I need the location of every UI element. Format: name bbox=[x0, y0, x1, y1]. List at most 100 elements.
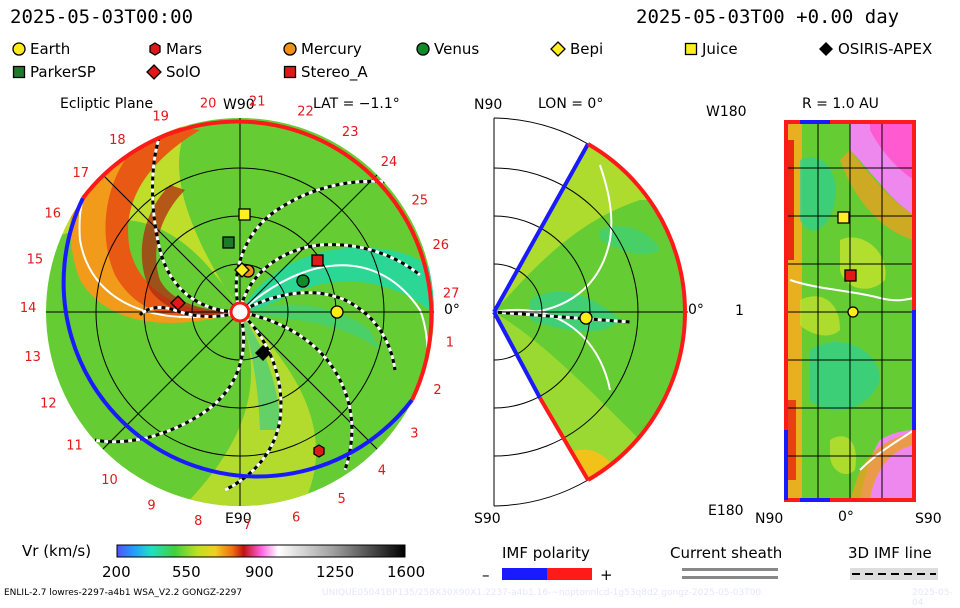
legend-label: Earth bbox=[30, 40, 71, 58]
carrington-label: 23 bbox=[342, 125, 359, 140]
earth-marker bbox=[330, 305, 344, 319]
bepi-marker-icon bbox=[550, 41, 566, 57]
carrington-label: 25 bbox=[412, 194, 429, 209]
legend-mercury: Mercury bbox=[283, 40, 362, 58]
parkersp-marker-icon bbox=[12, 65, 26, 79]
carrington-label: 4 bbox=[378, 464, 386, 479]
longitude-label: LON = 0° bbox=[538, 96, 604, 112]
carrington-label: 26 bbox=[433, 238, 450, 253]
legend-stereo-a: Stereo_A bbox=[283, 63, 368, 81]
model-time-left: 2025-05-03T00:00 bbox=[10, 6, 194, 28]
e180-label: E180 bbox=[708, 503, 744, 519]
imf-polarity-label: IMF polarity bbox=[502, 544, 590, 562]
stereo-a-marker bbox=[311, 254, 324, 267]
legend-label: SolO bbox=[166, 63, 201, 81]
imf-negative-bar bbox=[502, 568, 547, 580]
s90-label: S90 bbox=[474, 511, 501, 527]
model-time-right: 2025-05-03T00 +0.00 day bbox=[636, 6, 900, 28]
n90-label: N90 bbox=[474, 97, 503, 113]
legend-bepi: Bepi bbox=[550, 40, 603, 58]
carrington-label: 6 bbox=[292, 511, 300, 526]
legend-venus: Venus bbox=[416, 40, 479, 58]
current-sheath-sample-2 bbox=[682, 576, 778, 579]
carrington-label: 17 bbox=[73, 166, 90, 181]
carrington-label: 13 bbox=[24, 350, 41, 365]
venus-marker bbox=[296, 274, 310, 288]
ecliptic-plane-title: Ecliptic Plane bbox=[60, 96, 154, 112]
map-x-label-n90: N90 bbox=[755, 511, 784, 527]
legend-osiris-apex: OSIRIS-APEX bbox=[818, 40, 932, 58]
ecliptic-zero-label: 0° bbox=[444, 302, 460, 318]
meridional-earth-marker bbox=[579, 311, 593, 325]
bepi-marker bbox=[234, 262, 250, 278]
carrington-label: 11 bbox=[66, 439, 83, 454]
legend-parkersp: ParkerSP bbox=[12, 63, 96, 81]
juice-marker bbox=[238, 208, 251, 221]
carrington-label: 12 bbox=[40, 397, 57, 412]
carrington-label: 3 bbox=[410, 427, 418, 442]
colorbar-tick: 900 bbox=[245, 563, 274, 581]
colorbar-tick: 1600 bbox=[387, 563, 426, 581]
carrington-label: 5 bbox=[338, 492, 346, 507]
carrington-label: 27 bbox=[443, 286, 460, 301]
carrington-label: 16 bbox=[45, 207, 62, 222]
carrington-label: 9 bbox=[147, 499, 155, 514]
legend-label: Mars bbox=[166, 40, 203, 58]
carrington-label: 20 bbox=[200, 96, 217, 111]
stereo-a-marker-icon bbox=[283, 65, 297, 79]
w180-label: W180 bbox=[706, 104, 747, 120]
current-sheath-sample bbox=[682, 568, 778, 571]
osiris-apex-marker-icon bbox=[819, 42, 833, 56]
carrington-label: 18 bbox=[109, 133, 126, 148]
legend-label: Mercury bbox=[301, 40, 362, 58]
legend-label: Juice bbox=[702, 40, 738, 58]
imf-positive-bar bbox=[547, 568, 592, 580]
mars-marker-icon bbox=[149, 42, 161, 56]
colorbar-tick: 1250 bbox=[316, 563, 355, 581]
carrington-label: 14 bbox=[20, 301, 37, 316]
latitude-label: LAT = −1.1° bbox=[313, 96, 400, 112]
map-juice-marker bbox=[837, 211, 850, 224]
legend-mars: Mars bbox=[148, 40, 202, 58]
carrington-label: 15 bbox=[27, 252, 44, 267]
e90-label: E90 bbox=[225, 511, 252, 527]
legend-label: ParkerSP bbox=[30, 63, 96, 81]
map-mid-label: 1 bbox=[735, 303, 744, 319]
w90-label: W90 bbox=[223, 97, 255, 113]
legend-label: Bepi bbox=[570, 40, 604, 58]
footer-date: 2025-05-04 bbox=[912, 588, 953, 608]
parkersp-marker bbox=[222, 236, 235, 249]
imf-line-dashes bbox=[852, 573, 936, 575]
legend-solo: SolO bbox=[146, 63, 201, 81]
colorbar-tick: 550 bbox=[172, 563, 201, 581]
imf-minus-label: – bbox=[482, 566, 490, 584]
meridional-zero-label: 0° bbox=[688, 302, 704, 318]
osiris-apex-marker bbox=[255, 345, 271, 361]
carrington-label: 2 bbox=[433, 383, 441, 398]
carrington-label: 1 bbox=[446, 336, 454, 351]
colorbar-tick: 200 bbox=[102, 563, 131, 581]
carrington-label: 19 bbox=[152, 109, 169, 124]
run-id-watermark: UNIQUE05041BP135/258X30X90X1.2237-a4b1.1… bbox=[322, 588, 762, 598]
carrington-label: 22 bbox=[297, 104, 314, 119]
legend-label: OSIRIS-APEX bbox=[838, 40, 933, 58]
solo-marker bbox=[170, 295, 186, 311]
radius-label: R = 1.0 AU bbox=[802, 96, 879, 112]
venus-marker-icon bbox=[416, 42, 430, 56]
imf-line-label: 3D IMF line bbox=[848, 544, 932, 562]
carrington-label: 21 bbox=[249, 95, 266, 110]
map-stereo-a-marker bbox=[844, 269, 857, 282]
carrington-label: 8 bbox=[194, 514, 202, 529]
mercury-marker-icon bbox=[283, 42, 297, 56]
model-footer: ENLIL-2.7 lowres-2297-a4b1 WSA_V2.2 GONG… bbox=[4, 588, 243, 598]
map-earth-marker bbox=[847, 306, 859, 318]
carrington-label: 7 bbox=[243, 518, 251, 533]
legend-earth: Earth bbox=[12, 40, 70, 58]
map-x-label-s90: S90 bbox=[915, 511, 942, 527]
colorbar-label: Vr (km/s) bbox=[22, 542, 92, 560]
mars-marker bbox=[313, 444, 325, 458]
